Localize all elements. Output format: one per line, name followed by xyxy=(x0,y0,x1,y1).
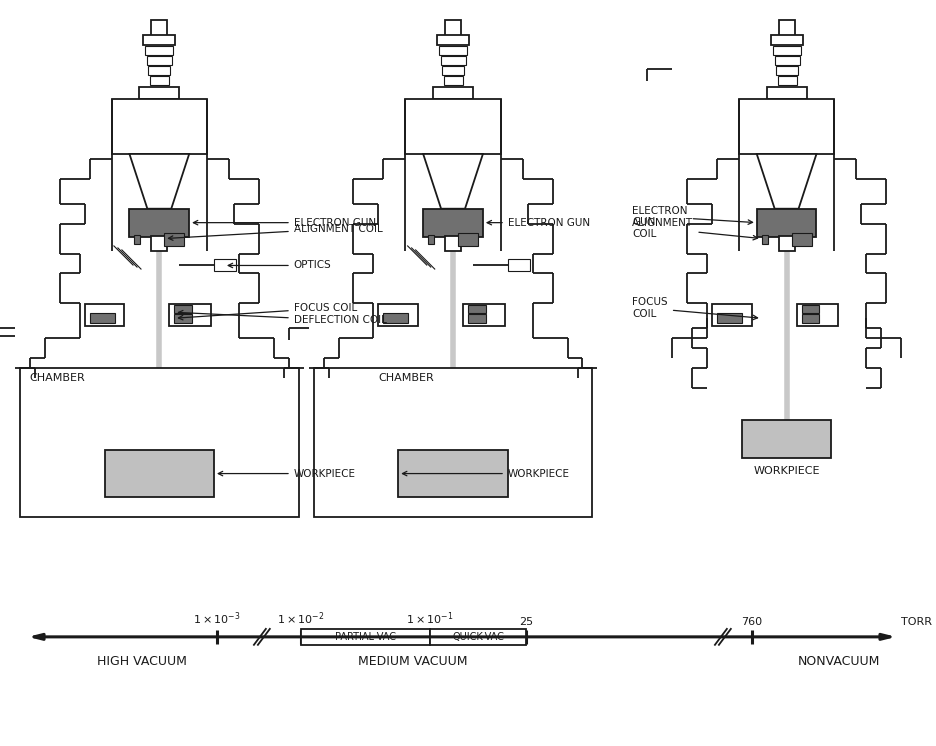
Bar xyxy=(152,236,168,251)
Bar xyxy=(778,236,794,251)
Bar xyxy=(84,304,124,326)
Polygon shape xyxy=(423,154,482,209)
Text: ELECTRON GUN: ELECTRON GUN xyxy=(487,218,590,228)
Bar xyxy=(129,209,189,236)
Bar xyxy=(444,76,462,85)
Text: PARTIAL-VAC: PARTIAL-VAC xyxy=(334,632,396,642)
Bar xyxy=(174,314,192,323)
Text: CHAMBER: CHAMBER xyxy=(30,373,85,383)
Bar xyxy=(507,260,529,272)
Text: ELECTRON
GUN: ELECTRON GUN xyxy=(632,206,752,228)
Text: ALIGNMENT COIL: ALIGNMENT COIL xyxy=(168,224,382,240)
Bar xyxy=(437,36,469,46)
Bar xyxy=(139,87,179,99)
Bar xyxy=(405,99,501,154)
Bar xyxy=(458,233,477,245)
Bar xyxy=(134,234,140,243)
Bar xyxy=(716,313,741,323)
Bar xyxy=(152,19,168,37)
Bar xyxy=(738,99,834,154)
Text: WORKPIECE: WORKPIECE xyxy=(402,468,569,479)
Bar xyxy=(761,234,767,243)
Bar xyxy=(800,314,819,323)
Bar xyxy=(439,46,466,55)
Bar xyxy=(778,19,794,37)
Bar xyxy=(800,305,819,313)
Bar xyxy=(300,629,430,645)
Bar xyxy=(111,99,207,154)
Bar xyxy=(774,57,798,66)
Bar xyxy=(174,305,192,313)
Text: 25: 25 xyxy=(519,617,533,627)
Bar xyxy=(164,233,184,245)
Bar xyxy=(430,629,525,645)
Bar xyxy=(105,450,213,498)
Bar xyxy=(383,313,408,323)
Bar xyxy=(769,36,802,46)
Bar xyxy=(441,57,465,66)
Text: WORKPIECE: WORKPIECE xyxy=(218,468,356,479)
Bar xyxy=(432,87,473,99)
Text: CHAMBER: CHAMBER xyxy=(378,373,433,383)
Bar xyxy=(428,234,433,243)
Bar xyxy=(148,66,170,75)
Text: MEDIUM VACUUM: MEDIUM VACUUM xyxy=(358,655,467,668)
Text: 760: 760 xyxy=(740,617,762,627)
Text: NONVACUUM: NONVACUUM xyxy=(797,655,879,668)
Bar xyxy=(462,304,505,326)
Bar xyxy=(398,450,507,498)
Bar xyxy=(445,19,461,37)
Bar xyxy=(756,209,815,236)
Bar xyxy=(711,304,751,326)
Polygon shape xyxy=(129,154,189,209)
Bar xyxy=(766,87,806,99)
Text: FOCUS COIL: FOCUS COIL xyxy=(178,304,357,320)
Bar xyxy=(442,66,463,75)
Text: FOCUS
COIL: FOCUS COIL xyxy=(632,298,756,320)
Text: QUICK-VAC: QUICK-VAC xyxy=(451,632,504,642)
Bar xyxy=(791,233,811,245)
Bar xyxy=(90,313,114,323)
Polygon shape xyxy=(756,154,815,209)
Bar xyxy=(147,57,172,66)
Text: $1\times10^{-3}$: $1\times10^{-3}$ xyxy=(193,610,241,627)
Bar xyxy=(213,260,236,272)
Text: DEFLECTION COIL: DEFLECTION COIL xyxy=(178,310,387,325)
Bar xyxy=(796,304,838,326)
Text: ELECTRON GUN: ELECTRON GUN xyxy=(193,218,375,228)
Bar xyxy=(467,305,486,313)
Text: ALIGNMENT
COIL: ALIGNMENT COIL xyxy=(632,218,757,240)
Text: HIGH VACUUM: HIGH VACUUM xyxy=(97,655,187,668)
Bar xyxy=(143,36,175,46)
Text: TORR: TORR xyxy=(900,617,931,627)
Bar xyxy=(169,304,211,326)
Bar xyxy=(20,368,299,518)
Bar xyxy=(777,76,796,85)
Bar xyxy=(741,420,830,457)
Bar xyxy=(423,209,482,236)
Text: $1\times10^{-1}$: $1\times10^{-1}$ xyxy=(406,610,454,627)
Bar xyxy=(445,236,461,251)
Text: OPTICS: OPTICS xyxy=(228,260,331,271)
Bar xyxy=(378,304,417,326)
Bar xyxy=(314,368,592,518)
Bar xyxy=(467,314,486,323)
Bar xyxy=(775,66,797,75)
Bar xyxy=(772,46,799,55)
Bar xyxy=(145,46,173,55)
Text: $1\times10^{-2}$: $1\times10^{-2}$ xyxy=(276,610,324,627)
Text: WORKPIECE: WORKPIECE xyxy=(753,466,819,476)
Bar xyxy=(150,76,169,85)
